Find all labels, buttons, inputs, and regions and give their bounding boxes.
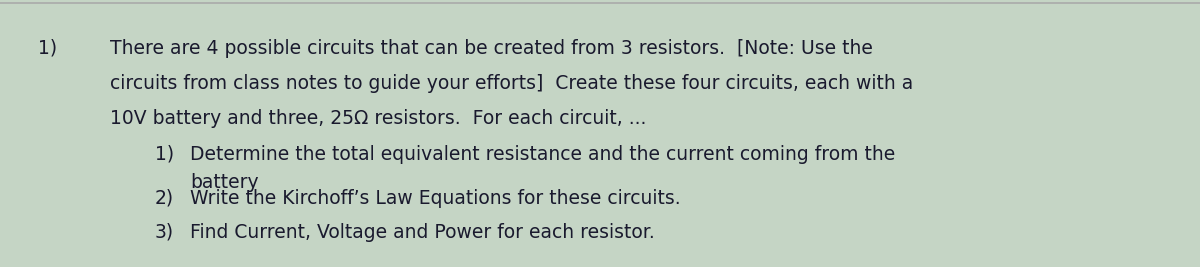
Text: 10V battery and three, 25Ω resistors.  For each circuit, ...: 10V battery and three, 25Ω resistors. Fo… bbox=[110, 109, 647, 128]
Text: Find Current, Voltage and Power for each resistor.: Find Current, Voltage and Power for each… bbox=[190, 223, 655, 242]
Text: 2): 2) bbox=[155, 189, 174, 208]
Text: battery: battery bbox=[190, 173, 259, 192]
Text: 1): 1) bbox=[155, 145, 174, 164]
Text: Write the Kirchoff’s Law Equations for these circuits.: Write the Kirchoff’s Law Equations for t… bbox=[190, 189, 680, 208]
Text: Determine the total equivalent resistance and the current coming from the: Determine the total equivalent resistanc… bbox=[190, 145, 895, 164]
Text: There are 4 possible circuits that can be created from 3 resistors.  [Note: Use : There are 4 possible circuits that can b… bbox=[110, 39, 872, 58]
Text: circuits from class notes to guide your efforts]  Create these four circuits, ea: circuits from class notes to guide your … bbox=[110, 74, 913, 93]
Text: 3): 3) bbox=[155, 223, 174, 242]
Text: 1): 1) bbox=[38, 39, 58, 58]
